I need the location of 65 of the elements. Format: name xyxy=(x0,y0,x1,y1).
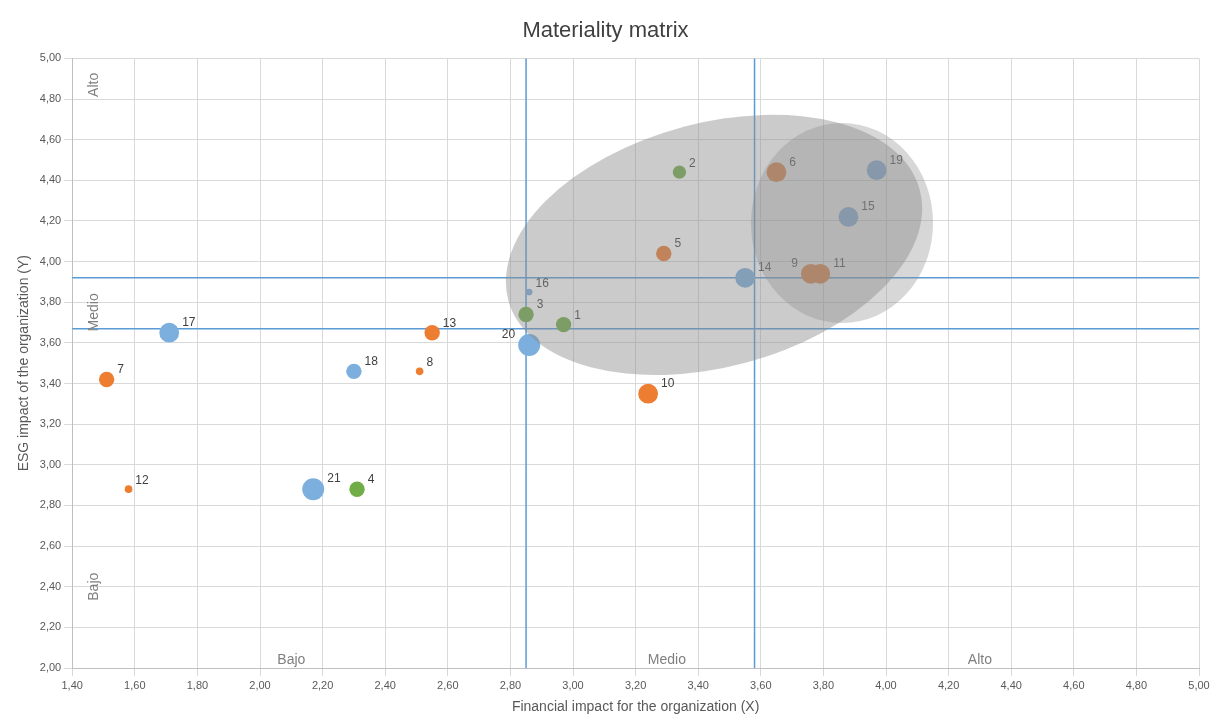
x-tick-label: 2,60 xyxy=(437,678,459,691)
x-tick-label: 4,00 xyxy=(875,678,897,691)
x-tick-label: 5,00 xyxy=(1188,678,1210,691)
series-label: 12 xyxy=(135,473,150,488)
y-tick-label: 3,00 xyxy=(39,457,62,470)
series-label: 11 xyxy=(833,256,846,271)
x-tick-label: 3,00 xyxy=(562,678,584,691)
series-label: 7 xyxy=(117,362,125,377)
x-tick-label: 4,20 xyxy=(937,678,960,691)
annotation: Alto xyxy=(967,650,993,667)
annotation: Bajo xyxy=(84,572,101,601)
x-tick-label: 2,80 xyxy=(499,678,522,691)
annotation: Medio xyxy=(647,650,687,667)
series-label: 3 xyxy=(536,297,544,312)
x-tick-label: 1,40 xyxy=(61,678,83,691)
series-label: 9 xyxy=(791,256,799,271)
x-tick-label: 3,40 xyxy=(687,678,709,691)
series-label: 18 xyxy=(364,354,379,369)
y-tick-label: 2,00 xyxy=(39,661,62,674)
series-label: 4 xyxy=(367,472,375,487)
y-tick-label: 3,80 xyxy=(39,295,62,308)
annotation: Medio xyxy=(84,293,101,332)
x-tick-label: 2,00 xyxy=(249,678,271,691)
series-label: 15 xyxy=(861,199,876,214)
x-tick-label: 4,80 xyxy=(1125,678,1148,691)
series-label: 20 xyxy=(501,326,516,341)
chart-title: Materiality matrix xyxy=(522,17,689,43)
series-label: 2 xyxy=(689,155,697,170)
x-tick-label: 4,60 xyxy=(1063,678,1085,691)
series-label: 14 xyxy=(758,260,772,275)
annotation: Bajo xyxy=(277,650,306,667)
x-tick-label: 1,80 xyxy=(186,678,209,691)
y-tick-label: 2,20 xyxy=(39,620,62,633)
x-tick-label: 3,60 xyxy=(750,678,772,691)
x-tick-label: 2,20 xyxy=(311,678,334,691)
y-tick-label: 2,80 xyxy=(39,498,62,511)
series-label: 6 xyxy=(789,154,797,169)
series-label: 13 xyxy=(442,315,457,330)
y-tick-label: 4,00 xyxy=(39,254,62,267)
y-tick-label: 4,60 xyxy=(39,132,62,145)
x-tick-label: 1,60 xyxy=(124,678,146,691)
y-tick-label: 4,40 xyxy=(39,173,62,186)
x-tick-label: 2,40 xyxy=(374,678,396,691)
y-tick-label: 3,20 xyxy=(39,417,62,430)
x-tick-label: 4,40 xyxy=(1000,678,1022,691)
x-tick-label: 3,20 xyxy=(624,678,647,691)
annotation: Alto xyxy=(84,72,101,97)
x-tick-label: 3,80 xyxy=(812,678,835,691)
series-label: 17 xyxy=(182,315,196,330)
series-label: 21 xyxy=(327,471,341,486)
y-tick-label: 5,00 xyxy=(39,51,62,64)
y-axis-title: ESG impact of the organization (Y) xyxy=(15,255,32,472)
x-axis-title: Financial impact for the organization (X) xyxy=(511,698,760,715)
series-label: 8 xyxy=(426,355,434,370)
y-tick-label: 2,40 xyxy=(39,579,62,592)
series-label: 16 xyxy=(535,276,550,291)
y-tick-label: 4,20 xyxy=(39,213,62,226)
y-tick-label: 4,80 xyxy=(39,92,62,105)
y-tick-label: 3,60 xyxy=(39,335,62,348)
y-tick-label: 3,40 xyxy=(39,376,62,389)
series-label: 1 xyxy=(574,307,582,322)
series-label: 19 xyxy=(889,152,904,167)
series-label: 10 xyxy=(661,376,675,391)
series-label: 5 xyxy=(674,236,682,251)
y-tick-label: 2,60 xyxy=(39,539,62,552)
